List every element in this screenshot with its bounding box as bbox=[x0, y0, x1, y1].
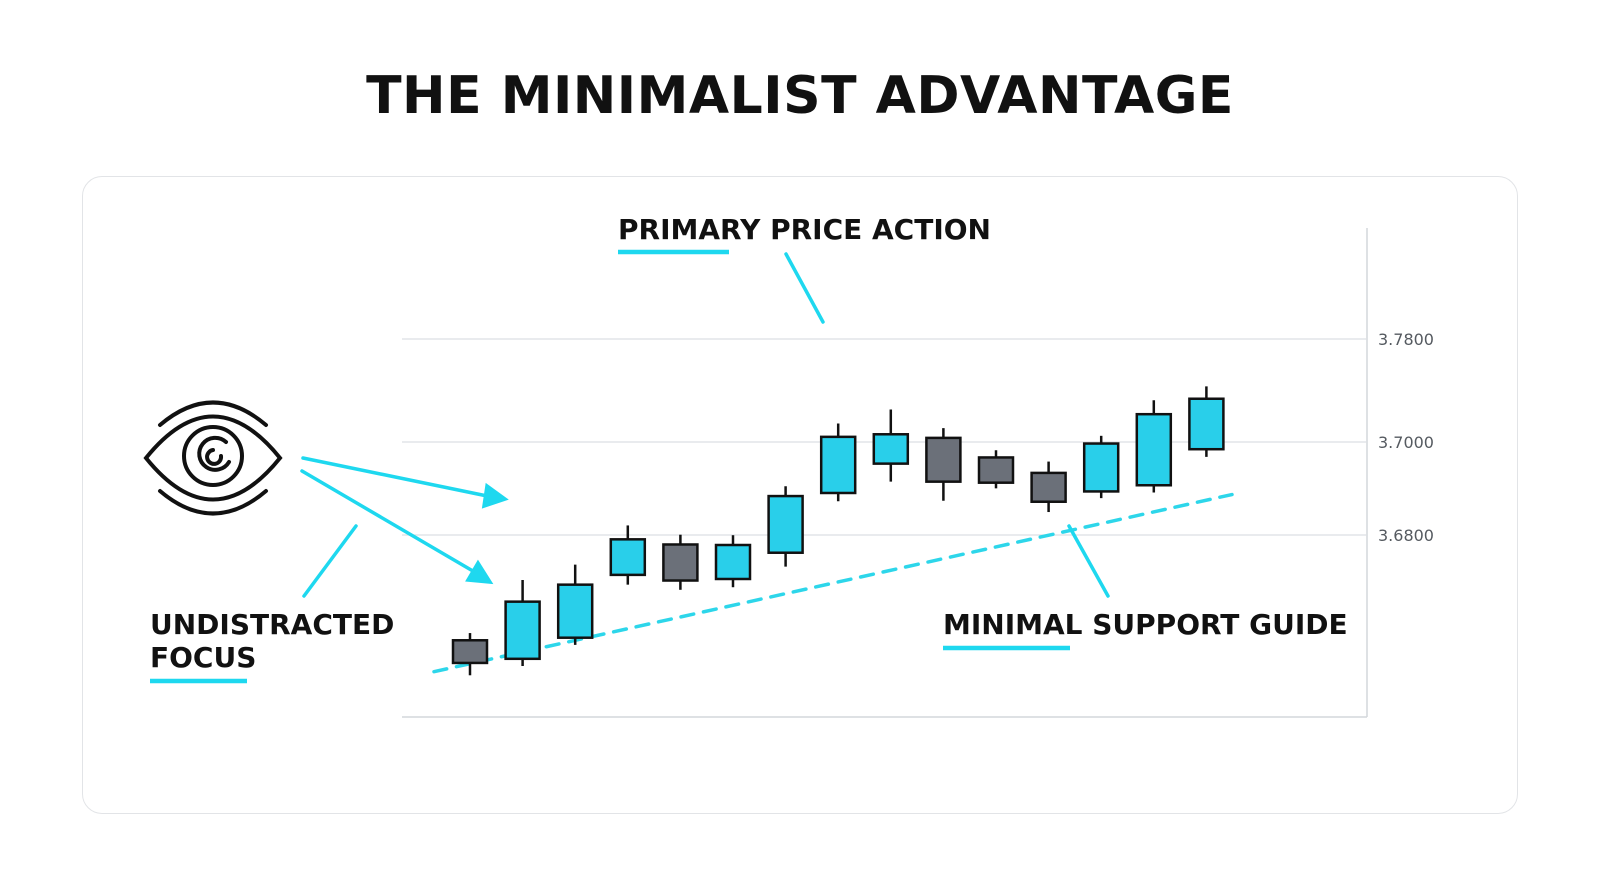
candle-body-bearish bbox=[925, 436, 962, 483]
y-tick-label: 3.7000 bbox=[1378, 433, 1434, 452]
candle-body-bullish bbox=[714, 543, 752, 581]
candle-body-bullish bbox=[556, 583, 594, 639]
candle-body-bullish bbox=[609, 538, 647, 577]
candle-body-bearish bbox=[1030, 471, 1067, 503]
focus-leader-line bbox=[302, 524, 358, 598]
candles-group bbox=[451, 386, 1225, 676]
primary-leader-line bbox=[784, 252, 825, 324]
y-tick-label: 3.7800 bbox=[1378, 330, 1434, 349]
candle-body-bullish bbox=[819, 435, 857, 495]
candle-body-bullish bbox=[1188, 397, 1225, 451]
support-callout-label: MINIMAL SUPPORT GUIDE bbox=[943, 608, 1348, 641]
y-tick-label: 3.6800 bbox=[1378, 526, 1434, 545]
primary-callout-label: PRIMARY PRICE ACTION bbox=[618, 213, 991, 246]
support-leader-line bbox=[1067, 524, 1110, 598]
candle-body-bearish bbox=[662, 543, 699, 582]
candle-body-bullish bbox=[1082, 442, 1120, 493]
candle-body-bullish bbox=[872, 433, 910, 465]
candle-body-bullish bbox=[767, 494, 804, 554]
candle-body-bullish bbox=[1135, 412, 1173, 487]
support-trendline bbox=[432, 492, 1234, 674]
candle-body-bullish bbox=[504, 600, 541, 661]
focus-callout-line2: FOCUS bbox=[150, 641, 256, 674]
candle-body-bearish bbox=[451, 639, 489, 665]
focus-callout-line1: UNDISTRACTED bbox=[150, 608, 394, 641]
eye-icon bbox=[143, 400, 283, 516]
focus-arrows bbox=[300, 456, 509, 585]
candle-body-bearish bbox=[977, 456, 1015, 484]
page-title: THE MINIMALIST ADVANTAGE bbox=[366, 66, 1234, 126]
